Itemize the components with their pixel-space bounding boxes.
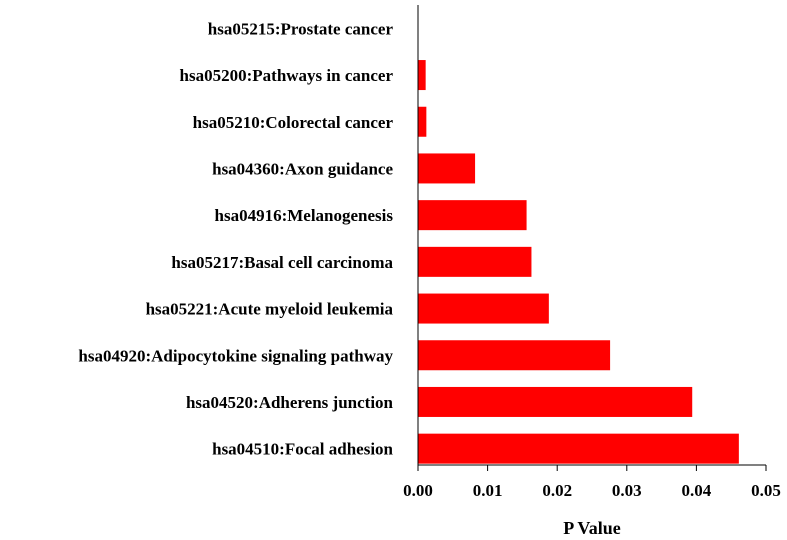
bar-3 [418, 153, 476, 184]
x-tick-label-3: 0.03 [612, 481, 642, 500]
category-label-7: hsa04920:Adipocytokine signaling pathway [78, 346, 393, 365]
bar-9 [418, 433, 739, 464]
bar-2 [418, 106, 427, 137]
category-label-1: hsa05200:Pathways in cancer [180, 66, 394, 85]
x-axis: 0.00 0.01 0.02 0.03 0.04 0.05 [403, 5, 781, 500]
category-label-4: hsa04916:Melanogenesis [215, 206, 394, 225]
bar-8 [418, 386, 693, 417]
category-label-0: hsa05215:Prostate cancer [208, 19, 394, 38]
x-tick-label-0: 0.00 [403, 481, 433, 500]
x-tick-label-2: 0.02 [542, 481, 572, 500]
x-tick-label-1: 0.01 [473, 481, 503, 500]
x-tick-label-5: 0.05 [751, 481, 781, 500]
bar-7 [418, 340, 611, 371]
category-label-3: hsa04360:Axon guidance [212, 159, 393, 178]
x-axis-title: P Value [563, 518, 621, 538]
bar-1 [418, 60, 426, 91]
category-label-6: hsa05221:Acute myeloid leukemia [146, 300, 394, 319]
bar-5 [418, 246, 532, 277]
bar-4 [418, 200, 527, 231]
x-tick-label-4: 0.04 [682, 481, 712, 500]
bars-group [418, 60, 739, 464]
category-label-2: hsa05210:Colorectal cancer [193, 113, 394, 132]
bar-6 [418, 293, 549, 324]
category-label-9: hsa04510:Focal adhesion [212, 440, 393, 459]
category-labels: hsa05215:Prostate cancer hsa05200:Pathway… [78, 19, 393, 458]
category-label-5: hsa05217:Basal cell carcinoma [171, 253, 393, 272]
category-label-8: hsa04520:Adherens junction [186, 393, 394, 412]
